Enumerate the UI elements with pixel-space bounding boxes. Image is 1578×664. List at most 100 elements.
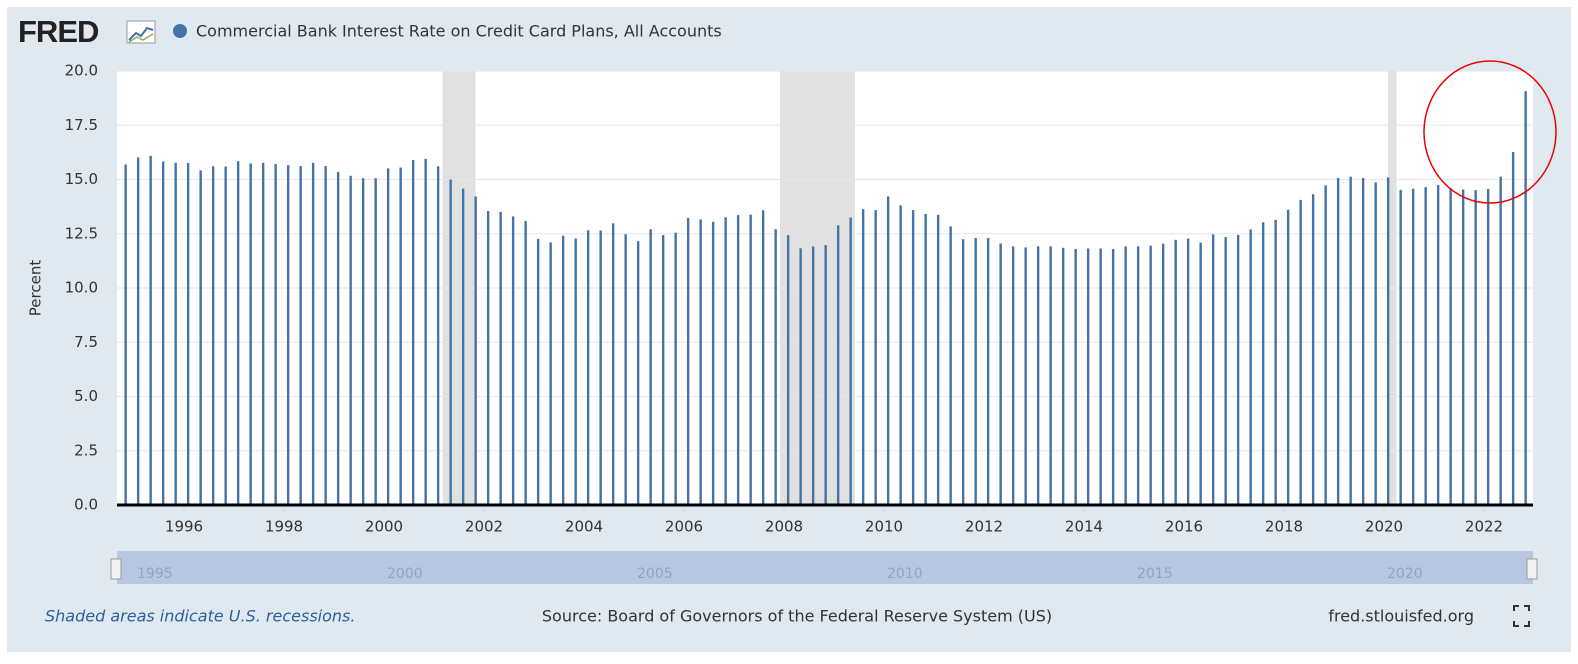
x-tick-label: 2002 [465, 518, 503, 536]
bar [1136, 246, 1140, 505]
y-tick-label: 2.5 [74, 441, 98, 459]
bar [336, 171, 340, 505]
bar [1049, 246, 1052, 505]
bar [636, 241, 640, 506]
bar [186, 163, 190, 505]
bar [924, 214, 927, 506]
bar [1324, 185, 1327, 505]
bar [736, 215, 740, 505]
logo[interactable]: FRED [18, 14, 100, 49]
navigator-label: 2005 [637, 566, 673, 582]
bar [1024, 247, 1027, 505]
bar [161, 161, 165, 505]
bar [1249, 229, 1252, 505]
bar [536, 238, 540, 505]
bar [1224, 237, 1227, 505]
bar [249, 163, 252, 505]
navigator-handle-right[interactable] [1526, 558, 1538, 580]
x-tick-label: 2022 [1465, 518, 1503, 536]
bar [1361, 177, 1365, 505]
site-link[interactable]: fred.stlouisfed.org [1328, 607, 1474, 626]
bar [1236, 234, 1240, 505]
x-tick-label: 2004 [565, 518, 603, 536]
bar [236, 161, 240, 505]
bar [474, 196, 477, 505]
bar [824, 245, 827, 505]
x-tick-label: 2006 [665, 518, 703, 536]
x-tick-label: 1996 [165, 518, 203, 536]
bar [574, 238, 577, 506]
bar [1511, 151, 1515, 506]
logo-icon [126, 20, 156, 44]
bar [436, 166, 440, 505]
bar [899, 205, 902, 505]
source: Source: Board of Governors of the Federa… [542, 607, 1052, 626]
bar [661, 235, 665, 505]
bar [1274, 219, 1277, 505]
bar [949, 226, 952, 505]
x-tick-label: 2012 [965, 518, 1003, 536]
bar [349, 175, 352, 505]
bar [561, 235, 565, 505]
y-tick-label: 5.0 [74, 387, 98, 405]
bar [174, 162, 177, 505]
bar [449, 179, 452, 505]
bar [861, 209, 865, 505]
bar [386, 168, 390, 506]
bar [224, 166, 227, 506]
bar [374, 178, 377, 505]
bar [761, 210, 765, 505]
legend-marker [173, 24, 187, 38]
bar [874, 210, 877, 506]
x-tick-label: 2008 [765, 518, 803, 536]
recession-note[interactable]: Shaded areas indicate U.S. recessions. [45, 607, 355, 626]
bar [811, 246, 815, 506]
bar [586, 230, 590, 505]
bar [836, 225, 840, 506]
navigator-label: 2015 [1137, 566, 1173, 582]
bar [749, 214, 752, 506]
bar [1099, 248, 1102, 506]
bar [999, 243, 1002, 505]
bar [149, 155, 152, 506]
bar [399, 167, 402, 505]
bar [1261, 222, 1265, 505]
navigator-label: 2020 [1387, 566, 1423, 582]
bar [1174, 239, 1177, 506]
bar [961, 239, 965, 506]
x-tick-label: 2014 [1065, 518, 1103, 536]
bar [361, 178, 365, 505]
bar [1111, 248, 1115, 505]
bar [724, 217, 727, 505]
bar [1411, 188, 1415, 505]
bar [1036, 246, 1040, 505]
bar [1349, 176, 1352, 505]
bar [1486, 189, 1490, 505]
bar [1461, 189, 1465, 505]
bar [211, 166, 215, 505]
bar [886, 196, 890, 505]
x-tick-label: 1998 [265, 518, 303, 536]
navigator[interactable] [117, 551, 1533, 584]
x-tick-label: 2000 [365, 518, 403, 536]
bar [599, 230, 602, 505]
bar [774, 229, 777, 505]
bar [611, 223, 615, 506]
fullscreen-icon[interactable] [1513, 605, 1530, 627]
bar [1449, 188, 1452, 505]
bar [411, 159, 415, 505]
bar [124, 164, 127, 506]
y-tick-label: 10.0 [65, 279, 98, 297]
bar [1336, 177, 1340, 505]
bar [1374, 182, 1377, 506]
navigator-handle-left[interactable] [110, 558, 122, 580]
bar [324, 166, 327, 505]
navigator-label: 2000 [387, 566, 423, 582]
bar [1011, 246, 1015, 505]
bar [199, 170, 202, 506]
bar [674, 232, 677, 506]
bar [1211, 234, 1215, 505]
bar [261, 162, 265, 505]
